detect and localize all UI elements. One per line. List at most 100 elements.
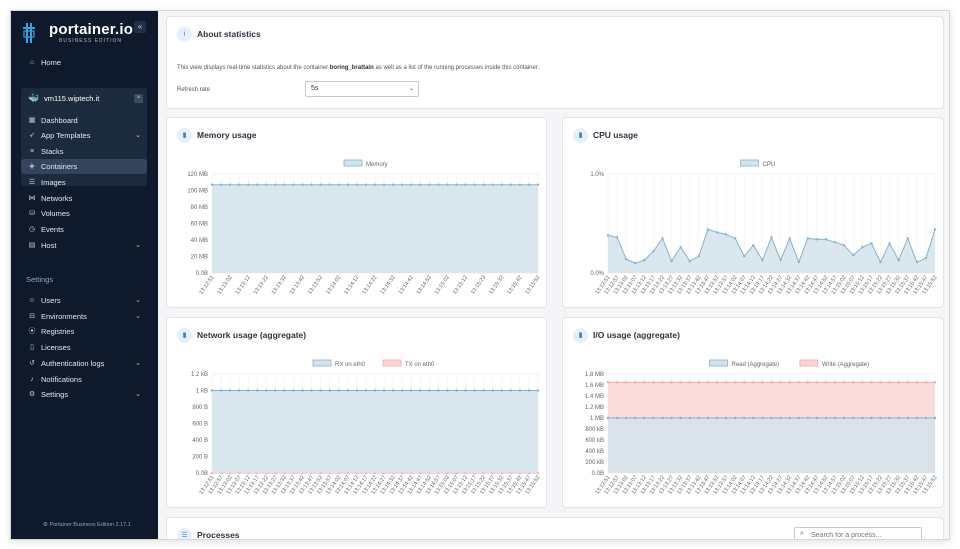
sidebar-item-home[interactable]: ⌂ Home: [21, 55, 147, 70]
data-point: [752, 244, 755, 247]
y-tick-label: 100 MB: [187, 189, 208, 195]
data-point: [256, 389, 259, 392]
sidebar-item-label: Stacks: [41, 147, 64, 156]
sidebar-item-containers[interactable]: ◈ Containers: [21, 159, 147, 174]
legend-label: TX on eth0: [405, 362, 435, 368]
sidebar-item-environments[interactable]: ⊟ Environments ⌄: [21, 309, 147, 324]
data-point: [464, 389, 467, 392]
legend-swatch: [382, 359, 402, 367]
sidebar-item-networks[interactable]: ⋈ Networks: [21, 191, 147, 206]
collapse-sidebar-button[interactable]: «: [134, 21, 146, 33]
sidebar-item-settings[interactable]: ⚙ Settings ⌄: [21, 387, 147, 402]
data-point: [355, 389, 359, 392]
refresh-rate-label: Refresh rate: [177, 87, 211, 93]
data-point: [219, 389, 223, 392]
data-point: [346, 183, 350, 186]
sidebar-item-label: Licenses: [41, 343, 71, 352]
about-text-pre: This view displays real-time statistics …: [177, 65, 329, 71]
data-point: [482, 183, 485, 186]
sidebar-item-label: Dashboard: [41, 116, 78, 125]
y-tick-label: 600 B: [192, 422, 208, 428]
footer-version: ⚙ Portainer Business Edition 2.17.1: [43, 522, 131, 528]
sidebar-item-registries[interactable]: ⦿ Registries: [21, 324, 147, 339]
y-tick-label: 200 B: [192, 455, 208, 461]
portainer-logo[interactable]: portainer.io BUSINESS EDITION: [21, 21, 133, 45]
sidebar-item-licenses[interactable]: ▯ Licenses: [21, 340, 147, 355]
sidebar-item-authentication-logs[interactable]: ↺ Authentication logs ⌄: [21, 356, 147, 371]
gear-icon: ⚙: [28, 391, 36, 398]
list-icon: ☰: [28, 179, 36, 186]
network-icon: ⋈: [28, 195, 36, 202]
data-point: [706, 381, 710, 384]
data-point: [888, 242, 891, 245]
data-point: [815, 381, 819, 384]
x-tick-label: 13:13:52: [307, 275, 324, 296]
sidebar-item-app-templates[interactable]: ➶ App Templates ⌄: [21, 128, 147, 143]
data-point: [634, 416, 637, 420]
data-point: [788, 416, 791, 420]
sidebar-item-images[interactable]: ☰ Images: [21, 175, 147, 190]
x-tick-label: 13:13:22: [253, 275, 270, 296]
card-title: Network usage (aggregate): [197, 330, 307, 340]
card-title: About statistics: [197, 29, 261, 39]
sidebar-item-dashboard[interactable]: ▦ Dashboard: [21, 113, 147, 128]
data-point: [706, 228, 710, 231]
about-text-post: as well as a list of the running process…: [375, 65, 540, 71]
sidebar-item-stacks[interactable]: ≡ Stacks: [21, 144, 147, 159]
data-point: [743, 254, 746, 258]
memory-usage-card: ▮ Memory usage Memory 0.0B 20 MB 40 MB 60 MB…: [166, 117, 547, 308]
data-point: [797, 416, 800, 420]
sidebar-item-label: Environments: [41, 312, 87, 321]
x-tick-label: 13:13:42: [289, 275, 306, 296]
chart-icon: ▮: [573, 128, 588, 143]
data-point: [337, 389, 340, 392]
y-tick-label: 1.2 kB: [191, 372, 208, 378]
data-point: [328, 389, 331, 392]
sidebar-item-host[interactable]: ▤ Host ⌄: [21, 238, 147, 253]
search-input[interactable]: [811, 530, 919, 539]
file-icon: ▯: [30, 344, 34, 351]
data-point: [292, 183, 295, 186]
environment-name: vm115.wiptech.it: [44, 94, 100, 103]
sidebar-item-label: Notifications: [41, 375, 82, 384]
data-point: [615, 416, 619, 420]
close-environment-button[interactable]: ×: [134, 94, 143, 103]
data-point: [788, 237, 791, 240]
data-point: [770, 381, 773, 384]
process-search[interactable]: ⌕: [794, 527, 922, 539]
legend-label: Read (Aggregate): [732, 362, 780, 368]
data-point: [870, 381, 873, 384]
data-point: [679, 246, 682, 249]
sidebar-item-users[interactable]: ☺ Users ⌄: [21, 293, 147, 308]
data-point: [247, 389, 250, 392]
bell-icon: ♪: [30, 376, 34, 383]
data-point: [752, 416, 755, 420]
sidebar-item-label: Settings: [41, 390, 69, 399]
data-point: [364, 389, 368, 392]
refresh-rate-select[interactable]: 5s ⌄: [305, 81, 419, 97]
data-point: [824, 238, 828, 241]
data-point: [491, 183, 494, 186]
y-tick-label: 40 MB: [191, 238, 208, 244]
sidebar: portainer.io BUSINESS EDITION « ⌂ Home 🐳…: [11, 11, 158, 539]
sidebar-item-volumes[interactable]: ⛁ Volumes: [21, 206, 147, 221]
data-point: [624, 416, 628, 420]
cpu-usage-card: ▮ CPU usage CPU 0.0% 1.0% 13:12:51 13:12:57 1…: [562, 117, 944, 308]
sidebar-item-notifications[interactable]: ♪ Notifications: [21, 372, 147, 387]
dashboard-icon: ▦: [28, 117, 36, 124]
data-point: [643, 416, 646, 420]
data-point: [788, 381, 791, 384]
data-point: [237, 183, 241, 186]
data-point: [833, 241, 837, 244]
data-point: [364, 183, 368, 186]
cpu-usage-chart: CPU0.0%1.0%13:12:5113:12:5713:13:0213:13…: [590, 159, 939, 296]
data-point: [624, 381, 628, 384]
y-tick-label: 0.0B: [196, 271, 208, 277]
legend-label: RX on eth0: [335, 362, 366, 368]
data-point: [464, 183, 467, 186]
sidebar-item-events[interactable]: ◷ Events: [21, 222, 147, 237]
processes-card: ☰ Processes: [166, 517, 944, 539]
x-tick-label: 13:15:12: [452, 275, 469, 296]
data-point: [670, 416, 673, 420]
chevron-down-icon: ⌄: [135, 242, 141, 249]
